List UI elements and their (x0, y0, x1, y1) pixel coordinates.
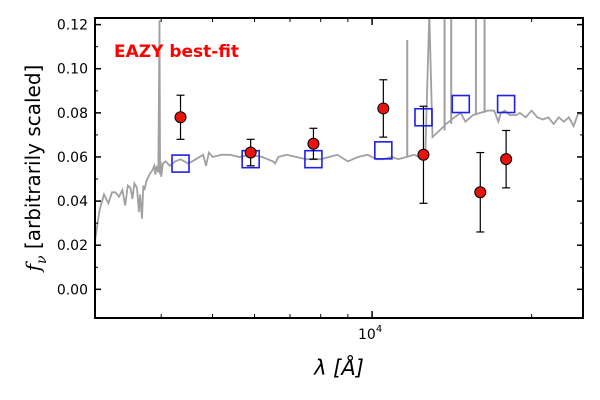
y-tick-label: 0.12 (57, 18, 88, 34)
model-point (171, 154, 190, 173)
fit-annotation: EAZY best-fit (114, 42, 239, 62)
observed-point (174, 111, 187, 124)
observed-point (474, 186, 487, 199)
x-tick-label: 104 (358, 324, 382, 343)
observed-point (417, 148, 430, 161)
x-axis-label: λ [Å] (313, 354, 364, 380)
model-point (451, 94, 471, 114)
model-point (496, 94, 516, 114)
model-point (374, 141, 393, 160)
model-photometry-layer (171, 94, 516, 173)
y-tick-label: 0.10 (57, 62, 88, 78)
y-tick-label: 0.08 (57, 106, 88, 122)
observed-photometry-layer (174, 79, 513, 233)
plot-frame (94, 17, 584, 319)
observed-point (244, 146, 257, 159)
y-tick-label: 0.06 (57, 150, 88, 166)
observed-point (500, 153, 513, 166)
emission-line-layer (406, 18, 486, 157)
y-tick-label: 0.00 (57, 282, 88, 298)
y-tick-label: 0.04 (57, 194, 88, 210)
y-axis-label: fν [arbitrarily scaled] (21, 65, 50, 274)
observed-point (307, 137, 320, 150)
axes: 0.00 0.02 0.04 0.06 0.08 0.10 0.12 104 (57, 18, 583, 343)
y-tick-label: 0.02 (57, 238, 88, 254)
observed-point (377, 102, 390, 115)
